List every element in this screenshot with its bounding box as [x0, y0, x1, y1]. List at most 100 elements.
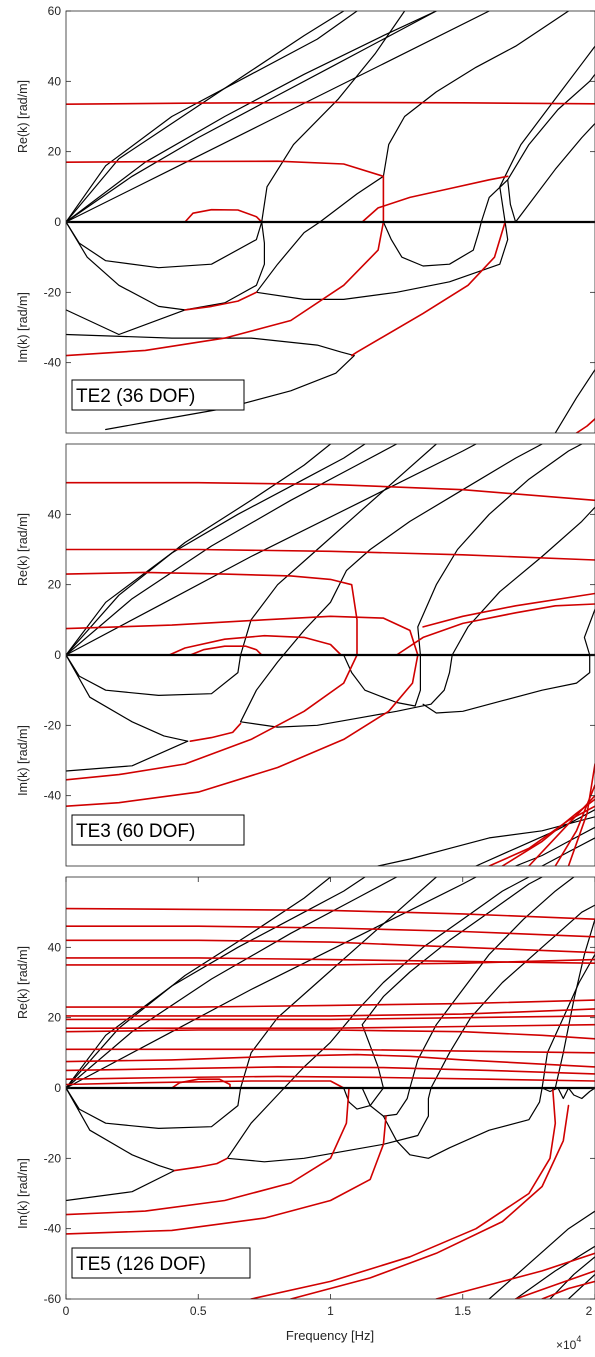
- panel-te3: 40 20 0 -20 -40 Re(k) [rad/m] Im(k) [rad/m] TE3…: [16, 443, 595, 867]
- x-axis-label: Frequency [Hz]: [286, 1328, 374, 1343]
- branch-propagating-1: [66, 877, 398, 1089]
- branch-propagating-6: [66, 1170, 175, 1202]
- branch-propagating-7: [240, 444, 543, 723]
- y-tick-label: -40: [44, 356, 62, 370]
- branch-propagating-11: [377, 816, 595, 866]
- branch-complex-37: [250, 1087, 557, 1299]
- y-axis-label-re: Re(k) [rad/m]: [16, 946, 30, 1019]
- branch-propagating-7: [226, 877, 530, 1159]
- branch-complex-15: [66, 481, 595, 502]
- branch-propagating-8: [255, 45, 595, 300]
- branch-complex-30: [66, 1066, 595, 1075]
- branch-propagating-15: [515, 1245, 595, 1299]
- y-tick-label: 0: [54, 215, 61, 229]
- y-tick-label: 20: [48, 578, 62, 592]
- x-exponent-base: ×10: [556, 1338, 577, 1352]
- annotation-box: [71, 379, 245, 411]
- y-tick-label: -40: [44, 1222, 62, 1236]
- branch-complex-27: [66, 1029, 595, 1040]
- branch-propagating-12: [475, 809, 595, 866]
- y-tick-label: 40: [48, 507, 62, 521]
- y-tick-label: -40: [44, 789, 62, 803]
- branch-complex-21: [189, 722, 242, 742]
- branch-complex-28: [567, 763, 595, 866]
- branch-propagating-1: [66, 11, 437, 223]
- branch-propagating-5: [66, 11, 406, 269]
- annotation-label: TE3 (60 DOF): [76, 821, 195, 842]
- panel-te2: 60 40 20 0 -20 -40 Re(k) [rad/m] Im(k) [rad/m] T…: [16, 4, 595, 434]
- y-tick-label: 40: [48, 940, 62, 954]
- branch-propagating-3: [66, 877, 366, 1089]
- branch-complex-36: [66, 1115, 387, 1235]
- annotation-box: [71, 1247, 251, 1279]
- branch-complex-28: [66, 1048, 595, 1054]
- branch-complex-19: [66, 925, 595, 938]
- branch-complex-22: [395, 603, 595, 656]
- branch-propagating-5: [66, 1087, 175, 1172]
- branch-complex-23: [66, 999, 595, 1008]
- branch-propagating-7: [66, 309, 186, 336]
- branch-complex-20: [189, 645, 263, 656]
- branch-complex-33: [171, 1078, 231, 1089]
- branch-complex-35: [66, 1087, 350, 1216]
- x-tick-label: 1.5: [454, 1304, 471, 1318]
- branch-complex-16: [66, 548, 595, 561]
- x-exponent-label: ×104: [556, 1334, 581, 1352]
- branch-propagating-2: [66, 11, 490, 223]
- y-tick-label: 60: [48, 4, 62, 18]
- branch-complex-17: [184, 291, 258, 311]
- branch-complex-20: [66, 939, 595, 954]
- branch-propagating-14: [488, 1210, 595, 1299]
- branch-complex-16: [184, 208, 263, 223]
- branch-complex-38: [290, 1104, 570, 1299]
- branch-propagating-1: [66, 444, 398, 656]
- branch-propagating-14: [541, 837, 595, 866]
- branch-complex-39: [435, 1252, 595, 1299]
- branch-complex-19: [168, 634, 342, 656]
- branch-propagating-13: [554, 369, 595, 433]
- y-tick-label: -20: [44, 1151, 62, 1165]
- annotation-label: TE5 (126 DOF): [76, 1254, 206, 1275]
- branch-complex-20: [575, 418, 595, 433]
- y-tick-label: -20: [44, 718, 62, 732]
- branch-propagating-17: [567, 1273, 595, 1299]
- branch-propagating-3: [66, 11, 358, 223]
- branch-propagating-10: [422, 608, 595, 714]
- branch-propagating-13: [515, 826, 595, 866]
- series-group: [66, 11, 595, 433]
- y-axis-label-im: Im(k) [rad/m]: [16, 1158, 30, 1229]
- y-tick-label: 0: [54, 1081, 61, 1095]
- y-axis-label-im: Im(k) [rad/m]: [16, 725, 30, 796]
- branch-complex-18: [66, 907, 595, 920]
- branch-complex-41: [541, 1280, 595, 1299]
- branch-complex-32: [66, 1080, 345, 1089]
- branch-propagating-2: [66, 877, 477, 1089]
- branch-complex-26: [66, 1023, 595, 1029]
- branch-complex-31: [66, 1075, 595, 1082]
- branch-complex-24: [488, 805, 595, 866]
- branch-propagating-6: [66, 740, 189, 772]
- branch-propagating-10: [382, 73, 595, 267]
- y-axis-label-re: Re(k) [rad/m]: [16, 513, 30, 586]
- series-group: [66, 444, 595, 866]
- branch-propagating-0: [66, 444, 332, 656]
- branch-propagating-6: [66, 221, 265, 311]
- branch-complex-40: [514, 1270, 595, 1299]
- branch-complex-18: [361, 175, 509, 223]
- x-tick-label: 0: [63, 1304, 70, 1318]
- y-tick-label: 20: [48, 145, 62, 159]
- branch-complex-22: [66, 958, 595, 966]
- branch-propagating-10: [382, 953, 595, 1159]
- y-axis-label-re: Re(k) [rad/m]: [16, 80, 30, 153]
- series-group: [66, 877, 595, 1299]
- x-tick-label: 2: [586, 1304, 593, 1318]
- y-tick-label: 20: [48, 1011, 62, 1025]
- branch-complex-14: [66, 101, 595, 105]
- branch-complex-34: [173, 1157, 229, 1172]
- x-exponent-power: 4: [576, 1334, 581, 1344]
- branch-complex-25: [66, 1015, 595, 1021]
- branch-complex-23: [422, 592, 595, 628]
- branch-propagating-11: [507, 122, 595, 223]
